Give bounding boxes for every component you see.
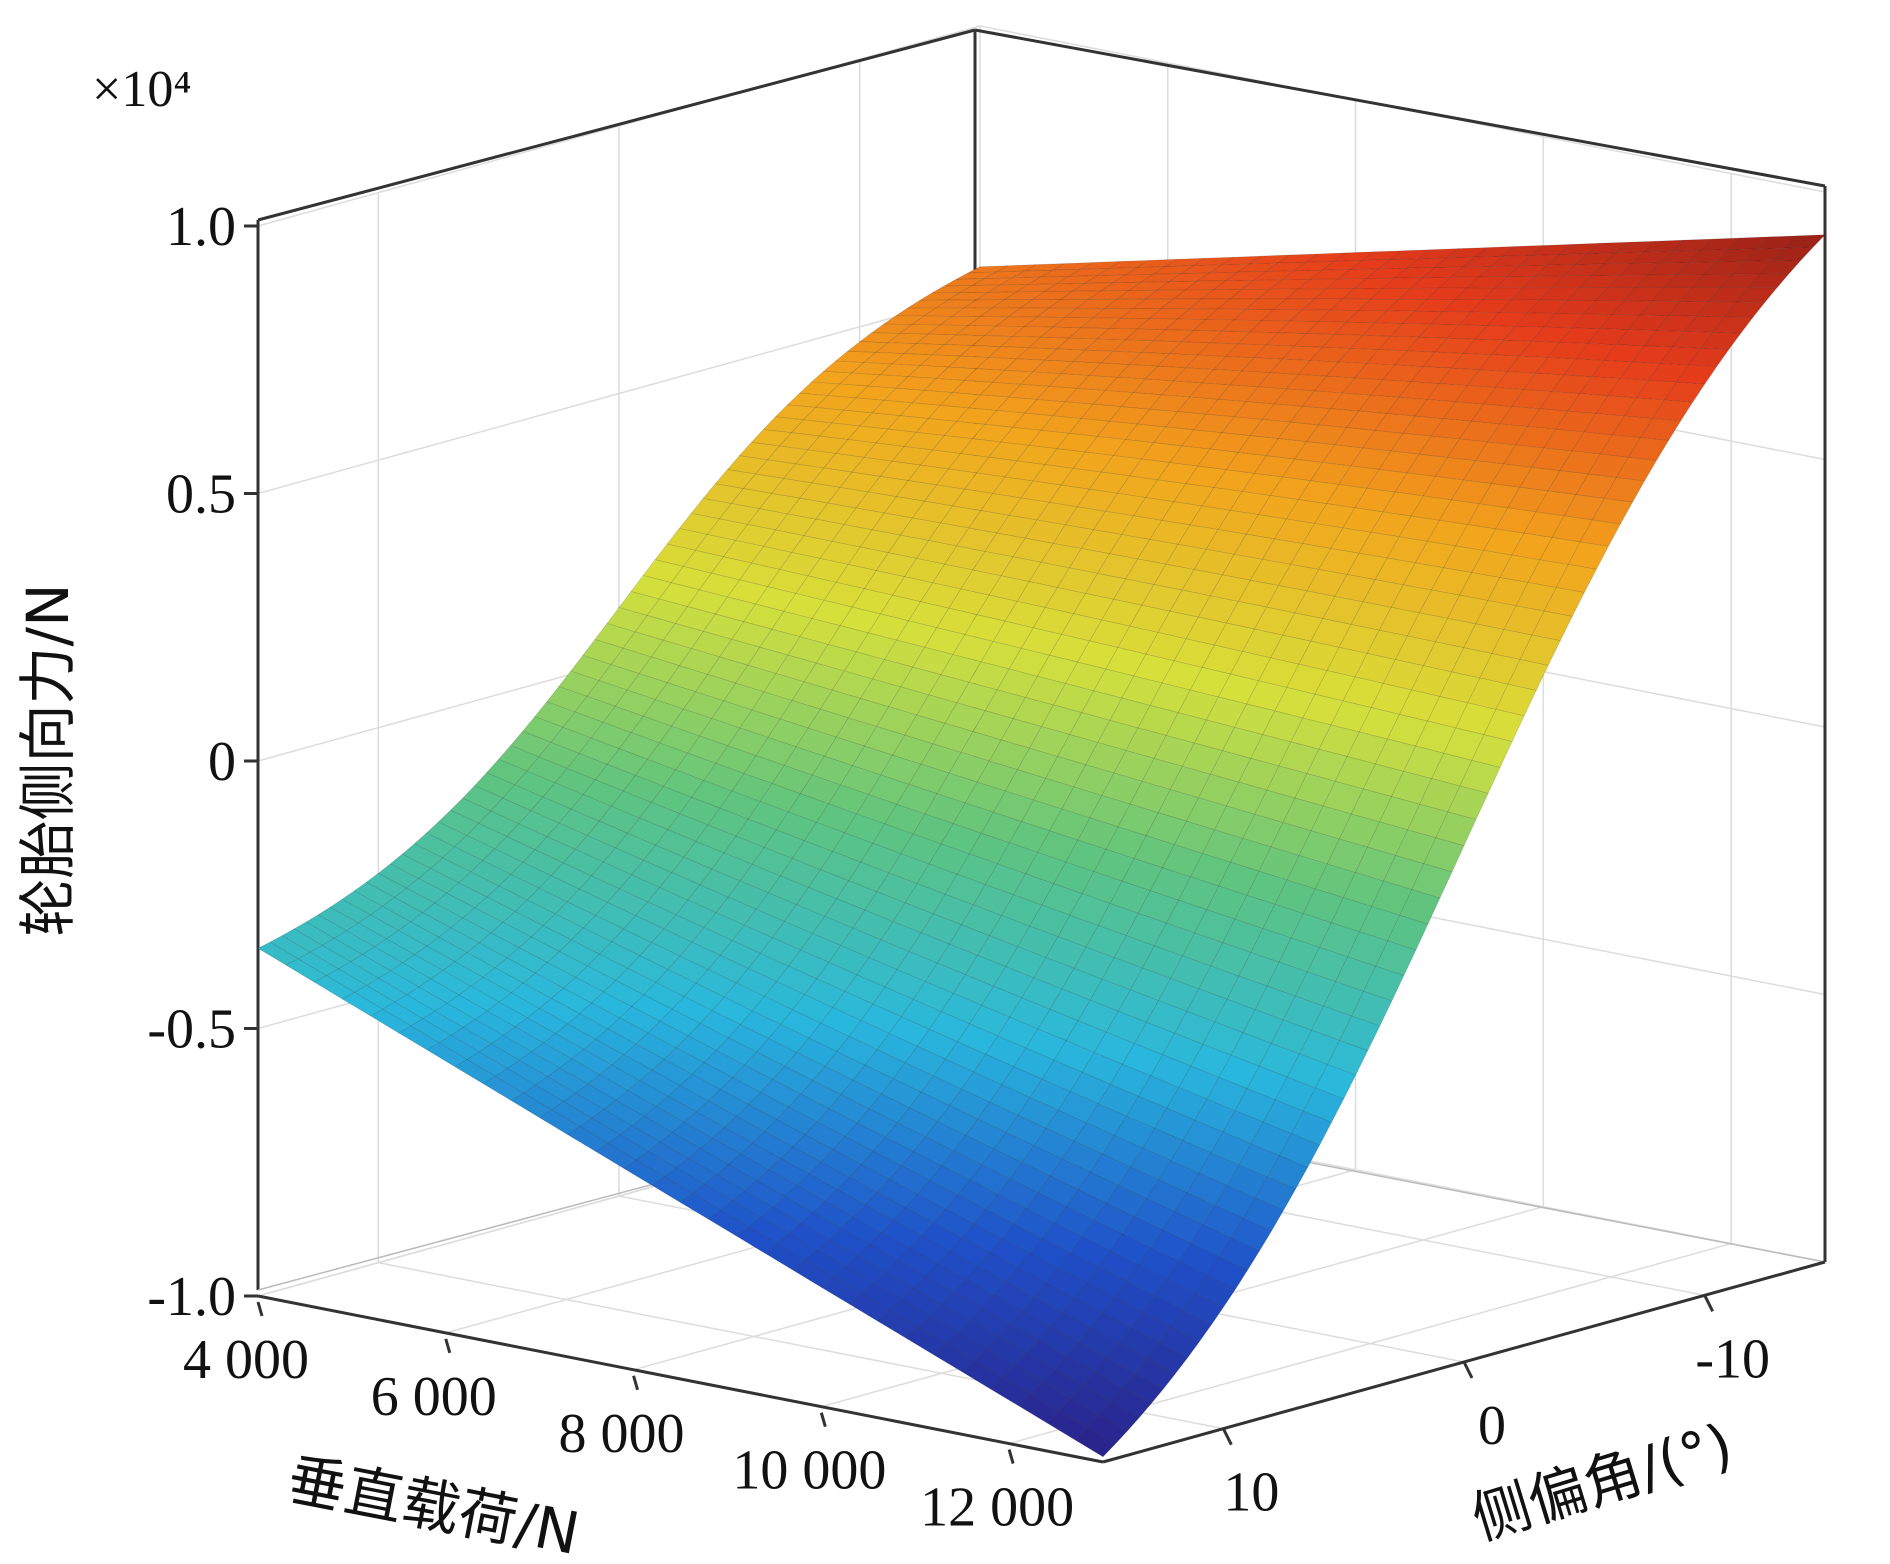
surface-patch [1555, 564, 1597, 593]
y-gridline [377, 192, 1224, 1430]
surface-patch [1098, 1401, 1140, 1432]
back-right-top-edge [974, 28, 1826, 188]
surface-patch [1158, 1326, 1200, 1359]
surface-patch [1303, 1087, 1345, 1123]
y-tick-mark [1462, 1361, 1474, 1379]
z-multiplier: ×10⁴ [92, 61, 191, 118]
x-tick-mark [632, 1375, 639, 1391]
x-axis-ticks: 4 000 6 000 8 000 10 000 12 000 [183, 1301, 1074, 1539]
y-tick-label: 0 [1478, 1395, 1506, 1457]
x-tick-label: 4 000 [183, 1329, 309, 1391]
surface-patch [1290, 1110, 1333, 1146]
surface-patch [1579, 519, 1621, 547]
x-tick-label: 10 000 [732, 1440, 886, 1502]
surface-patch [1651, 399, 1694, 422]
z-axis-ticks: 1.0 0.5 0 -0.5 -1.0 [147, 196, 258, 1328]
x-tick-mark [1007, 1449, 1015, 1464]
y-axis-ticks: 10 0 -10 [1221, 1294, 1770, 1524]
y-tick-label: -10 [1695, 1328, 1770, 1390]
surface-patch [1471, 734, 1513, 768]
surface-patch [1700, 331, 1742, 350]
surface-patch [1784, 234, 1826, 249]
y-tick-label: 10 [1223, 1462, 1279, 1524]
z-tick-label: -0.5 [147, 999, 236, 1061]
surface-patch [1074, 1427, 1116, 1458]
x-tick-label: 12 000 [920, 1477, 1074, 1539]
surface-patch [1435, 811, 1477, 847]
surface-patch [1723, 301, 1766, 318]
z-tick-label: 0 [208, 731, 236, 793]
y-tick-mark [1703, 1294, 1715, 1313]
x-tick-label: 8 000 [559, 1403, 685, 1465]
surface-patch [1712, 316, 1754, 334]
back-top-edge [257, 28, 976, 222]
surface-patch [1110, 1387, 1152, 1419]
x-tick-label: 6 000 [371, 1366, 497, 1428]
surface-patch [1399, 889, 1441, 925]
x-tick-mark [444, 1338, 452, 1354]
z-tick-label: -1.0 [147, 1266, 236, 1328]
surface-patch [1339, 1015, 1381, 1052]
x-axis-label: 垂直载荷/N [282, 1445, 584, 1564]
x-tick-mark [256, 1301, 264, 1317]
z-axis-label: 轮胎侧向力/N [14, 584, 82, 937]
z-tick-label: 0.5 [166, 464, 236, 526]
surface [257, 234, 1826, 1458]
surface-patch [1531, 610, 1573, 642]
y-tick-mark [1221, 1427, 1233, 1446]
surface-patch [1182, 1293, 1224, 1326]
x-axis-line [257, 1294, 1104, 1464]
surface-patch [1495, 683, 1537, 717]
surface-patch [1230, 1217, 1272, 1252]
x-tick-mark [819, 1412, 827, 1428]
surface-patch [1772, 246, 1814, 262]
z-gridline [257, 25, 1826, 227]
z-tick-label: 1.0 [166, 196, 236, 258]
